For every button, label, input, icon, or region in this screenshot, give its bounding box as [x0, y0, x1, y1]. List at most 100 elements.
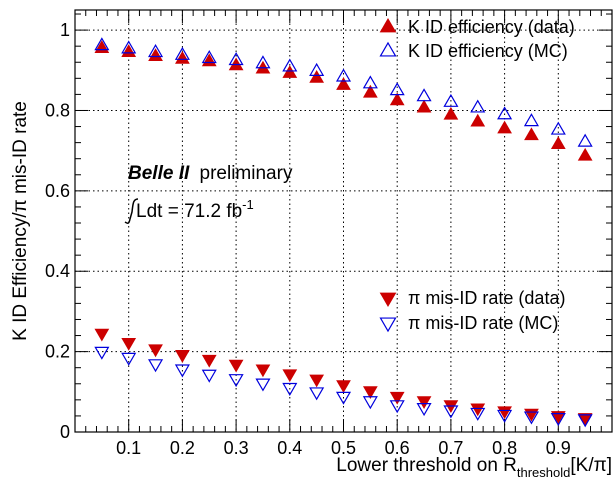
- series-2-point-5: [228, 359, 244, 373]
- series-3-point-0: [94, 346, 110, 360]
- data-markers: [94, 37, 593, 428]
- series-1-point-17: [550, 121, 566, 135]
- annotation-experiment: Belle II preliminary: [128, 163, 293, 184]
- series-3-point-14: [470, 407, 486, 421]
- series-3-point-9: [335, 391, 352, 405]
- series-3-point-1: [121, 352, 137, 366]
- series-2-point-6: [255, 364, 271, 378]
- series-0-point-15: [497, 120, 512, 134]
- series-3-point-3: [174, 364, 190, 378]
- legend-label-3: π mis-ID rate (MC): [408, 313, 558, 333]
- tick-labels: 0.1 0.2 0.3 0.4 0.5 0.6 0.7 0.8 0.9 0 0.2 0.4 0.6 0.8…: [45, 20, 571, 458]
- series-1-point-14: [470, 99, 486, 113]
- x-axis-title-sub: threshold: [517, 465, 570, 480]
- series-0-point-7: [282, 65, 298, 78]
- series-0-point-13: [443, 106, 459, 120]
- series-2-point-7: [282, 369, 298, 383]
- x-tick-label-5: 0.6: [385, 438, 410, 458]
- series-2-point-11: [389, 391, 405, 405]
- x-tick-label-1: 0.2: [170, 438, 195, 458]
- series-3-point-7: [282, 382, 298, 396]
- series-3-point-4: [201, 369, 217, 383]
- series-1-point-13: [443, 93, 459, 107]
- x-axis-title-tail: [K/π]: [570, 455, 612, 476]
- series-0-point-12: [416, 99, 432, 113]
- x-axis-title-main: Lower threshold on R: [336, 455, 517, 476]
- series-0-point-3: [175, 51, 190, 64]
- series-2-point-1: [121, 337, 137, 351]
- series-1-point-3: [174, 46, 190, 60]
- series-2-point-3: [175, 350, 190, 363]
- series-3-point-5: [228, 374, 244, 388]
- series-3-point-16: [523, 411, 539, 425]
- series-2-point-14: [470, 403, 486, 417]
- series-2-point-15: [497, 406, 512, 420]
- y-tick-label-1: 0.2: [45, 342, 70, 362]
- series-3-point-18: [577, 414, 593, 428]
- experiment-name: Belle II: [128, 163, 190, 184]
- legend-label-2: π mis-ID rate (data): [408, 288, 565, 308]
- y-tick-label-4: 0.8: [45, 100, 70, 120]
- series-0-point-18: [577, 147, 593, 161]
- lumi-text: Ldt = 71.2 fb: [136, 201, 242, 222]
- series-1-point-4: [201, 50, 217, 64]
- series-1-point-15: [497, 106, 513, 120]
- x-axis-title: Lower threshold on Rthreshold[K/π]: [336, 455, 612, 480]
- x-tick-label-4: 0.5: [331, 438, 356, 458]
- series-3-point-10: [362, 396, 378, 410]
- series-1-point-10: [362, 75, 378, 89]
- y-tick-label-0: 0: [60, 422, 70, 442]
- series-1-point-11: [389, 82, 405, 96]
- series-0-point-14: [470, 113, 486, 127]
- series-0-point-2: [148, 48, 163, 61]
- series-1-point-1: [121, 40, 137, 54]
- series-2-point-12: [416, 396, 432, 410]
- series-2-point-10: [362, 386, 378, 399]
- series-3-point-13: [443, 405, 459, 419]
- series-2-point-18: [577, 413, 593, 426]
- series-1-point-0: [94, 37, 110, 51]
- series-1-point-5: [228, 52, 244, 66]
- lumi-exponent: -1: [242, 197, 254, 212]
- series-2-point-9: [336, 380, 351, 393]
- series-1-point-7: [282, 58, 298, 72]
- series-3-point-8: [309, 387, 325, 401]
- series-1-point-9: [335, 68, 352, 82]
- series-3-point-17: [550, 413, 566, 427]
- x-tick-label-3: 0.4: [277, 438, 302, 458]
- series-3-point-12: [416, 403, 432, 417]
- x-tick-label-2: 0.3: [224, 438, 249, 458]
- series-3-point-15: [497, 409, 513, 423]
- y-tick-label-3: 0.6: [45, 181, 70, 201]
- legend-marker-2: [379, 292, 397, 308]
- y-tick-label-5: 1: [60, 20, 70, 40]
- legend-label-0: K ID efficiency (data): [408, 17, 575, 37]
- series-1-point-18: [577, 133, 593, 147]
- x-tick-label-0: 0.1: [116, 438, 141, 458]
- series-2-point-8: [309, 374, 325, 388]
- series-1-point-16: [523, 113, 539, 127]
- x-tick-label-8: 0.9: [546, 438, 571, 458]
- series-3-point-2: [148, 359, 164, 373]
- legend: K ID efficiency (data) K ID efficiency (M…: [379, 17, 575, 333]
- legend-marker-3: [379, 317, 397, 333]
- series-1-point-2: [148, 44, 164, 58]
- x-tick-label-6: 0.7: [438, 438, 463, 458]
- series-2-point-0: [94, 328, 110, 342]
- plot-frame: [74, 9, 613, 433]
- legend-label-1: K ID efficiency (MC): [408, 41, 568, 61]
- series-0-point-16: [524, 127, 539, 141]
- y-tick-label-2: 0.4: [45, 261, 70, 281]
- series-2-point-2: [148, 344, 163, 358]
- y-axis-title: K ID Efficiency/π mis-ID rate: [10, 101, 31, 341]
- series-0-point-8: [309, 69, 325, 83]
- series-0-point-17: [550, 136, 566, 150]
- integral-sign: [124, 198, 139, 224]
- series-0-point-10: [362, 84, 378, 98]
- series-3-point-6: [255, 378, 271, 392]
- series-0-point-1: [121, 44, 137, 57]
- legend-marker-0: [379, 17, 397, 33]
- series-2-point-4: [201, 354, 217, 368]
